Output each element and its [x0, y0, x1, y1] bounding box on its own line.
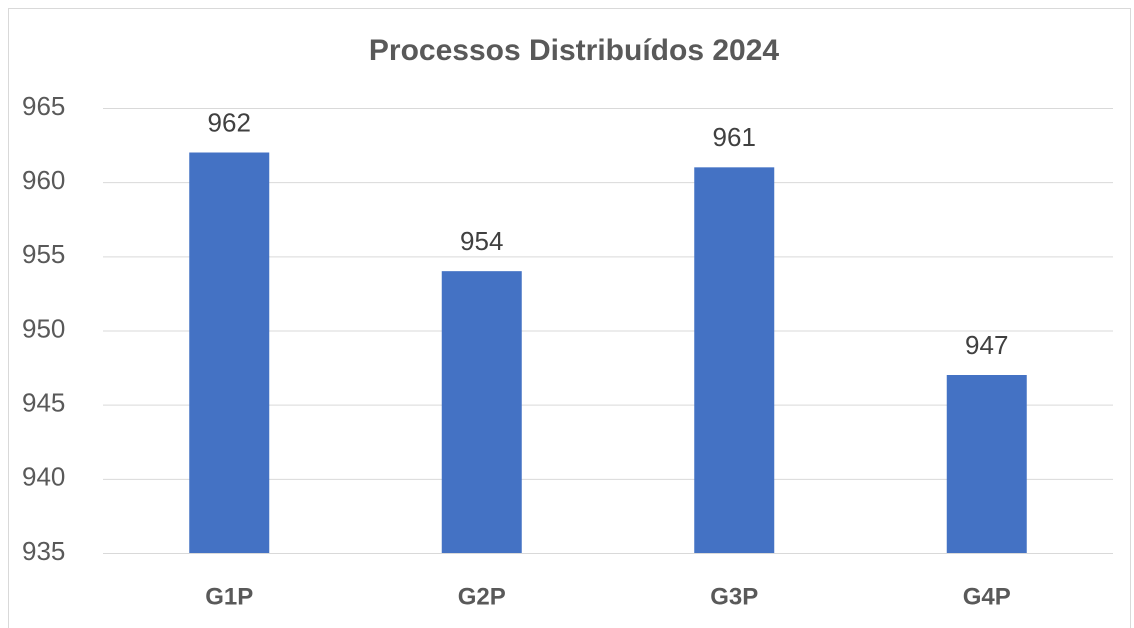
bar [441, 271, 522, 553]
x-tick-label: G4P [963, 583, 1011, 610]
bar [946, 375, 1027, 553]
x-tick-label: G2P [458, 583, 506, 610]
data-label: 961 [713, 122, 756, 152]
y-tick-label: 965 [22, 91, 65, 121]
y-tick-label: 940 [22, 462, 65, 492]
bar [189, 152, 270, 553]
data-label: 954 [460, 226, 503, 256]
y-tick-label: 950 [22, 313, 65, 343]
data-label: 947 [965, 330, 1008, 360]
y-tick-label: 960 [22, 165, 65, 195]
bar [694, 167, 775, 554]
x-tick-label: G1P [205, 583, 253, 610]
y-tick-label: 935 [22, 536, 65, 566]
y-tick-label: 945 [22, 388, 65, 418]
data-label: 962 [208, 107, 251, 137]
x-tick-label: G3P [710, 583, 758, 610]
y-tick-label: 955 [22, 239, 65, 269]
chart-title: Processos Distribuídos 2024 [369, 34, 779, 67]
